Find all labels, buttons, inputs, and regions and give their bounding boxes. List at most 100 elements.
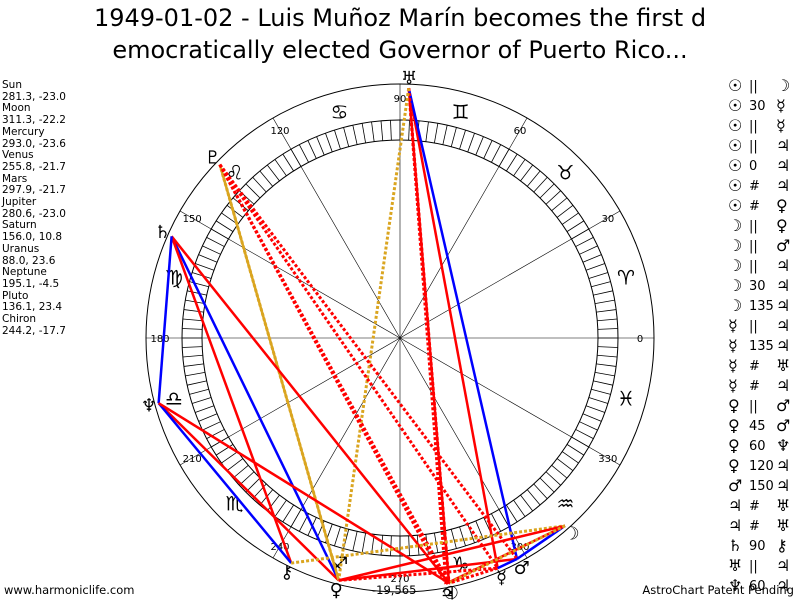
degree-tick xyxy=(591,281,611,288)
aspect-planet-1: ♀ xyxy=(728,436,740,455)
degree-tick xyxy=(575,429,594,440)
planet-coords: 311.3, -22.2 xyxy=(2,114,66,127)
aspect-row: ☉ 30 ☿ xyxy=(724,96,800,115)
aspect-row: ☉ 0 ♃ xyxy=(724,156,800,175)
moon-icon: ☽ xyxy=(564,523,580,544)
angle-spoke xyxy=(399,337,528,559)
degree-tick xyxy=(226,204,244,218)
degree-tick xyxy=(520,494,534,512)
aspect-planet-2: ♃ xyxy=(776,276,791,295)
degree-tick xyxy=(334,526,341,547)
degree-tick xyxy=(202,421,221,431)
degree-tick xyxy=(316,136,325,156)
chiron-icon: ⚷ xyxy=(280,562,293,583)
degree-tick xyxy=(561,212,579,225)
aspect-line xyxy=(338,524,566,582)
aspect-row: ♀ 120 ♃ xyxy=(724,456,800,475)
aspect-planet-2: ♃ xyxy=(776,296,791,315)
degree-tick xyxy=(539,183,555,199)
degree-tick xyxy=(182,346,203,348)
angle-label-90: 90 xyxy=(394,94,407,105)
degree-tick xyxy=(343,127,350,147)
angle-label-120: 120 xyxy=(270,126,289,137)
degree-tick xyxy=(566,220,585,232)
degree-tick xyxy=(588,272,609,279)
aspect-planet-1: ☽ xyxy=(728,276,743,295)
degree-tick xyxy=(226,458,244,472)
planet-name: Mercury xyxy=(2,125,45,138)
angle-spoke xyxy=(399,337,621,466)
aspect-type: 135 xyxy=(749,339,774,354)
degree-tick xyxy=(187,380,207,386)
planet-glyphs: ☉ ☽ ☿ ♀ ♂ ♃ ♄ ♅ ♆ ♇ ⚷ xyxy=(141,68,580,600)
mars-icon: ♂ xyxy=(514,558,530,579)
planet-coords: 136.1, 23.4 xyxy=(2,301,63,314)
aspect-type: || xyxy=(749,559,758,574)
degree-tick xyxy=(298,144,309,163)
aspect-row: ♂ 150 ♃ xyxy=(724,476,800,495)
aspect-planet-1: ♃ xyxy=(728,496,743,515)
degree-tick xyxy=(596,309,617,313)
degree-tick xyxy=(189,281,209,288)
aspect-planet-1: ♀ xyxy=(728,456,740,475)
aspect-line xyxy=(497,557,518,570)
planet-coords: 293.0, -23.6 xyxy=(2,137,66,150)
aspect-planet-1: ☉ xyxy=(728,156,743,175)
aspect-planet-2: ☿ xyxy=(776,116,786,135)
degree-tick xyxy=(506,504,518,523)
aspect-row: ☉ || ♃ xyxy=(724,136,800,155)
aspect-type: 0 xyxy=(749,159,758,174)
aspect-row: ☽ || ♂ xyxy=(724,236,800,255)
degree-tick xyxy=(191,397,212,404)
aspect-planet-2: ☿ xyxy=(776,96,786,115)
cancer-icon: ♋ xyxy=(330,100,348,124)
degree-tick xyxy=(206,429,225,440)
aspect-planet-1: ☿ xyxy=(728,316,738,335)
aspect-type: || xyxy=(749,239,758,254)
planet-name: Venus xyxy=(2,149,34,162)
aspect-row: ♀ || ♂ xyxy=(724,396,800,415)
aspect-planet-1: ☉ xyxy=(728,116,743,135)
aspect-planet-2: ♃ xyxy=(776,316,791,335)
mercury-icon: ☿ xyxy=(496,567,507,588)
degree-tick xyxy=(579,421,598,431)
aspect-type: || xyxy=(749,139,758,154)
planet-coords: 156.0, 10.8 xyxy=(2,231,63,244)
planet-name: Chiron xyxy=(2,313,37,326)
planet-coords: 280.6, -23.0 xyxy=(2,207,66,220)
degree-tick xyxy=(183,309,204,313)
chart-title-line-1: 1949-01-02 - Luis Muñoz Marín becomes th… xyxy=(93,4,707,32)
aspect-planet-2: ⚷ xyxy=(776,536,788,555)
degree-tick xyxy=(579,245,598,255)
degree-tick xyxy=(425,121,429,142)
aspect-planet-2: ♅ xyxy=(776,516,791,535)
aspect-planet-2: ♂ xyxy=(776,236,791,255)
aspect-type: || xyxy=(749,79,758,94)
aspect-line xyxy=(448,566,499,585)
degree-tick xyxy=(582,254,602,263)
aspect-row: ☽ 30 ♃ xyxy=(724,276,800,295)
aspect-planet-2: ♂ xyxy=(776,396,791,415)
aspect-planet-1: ☿ xyxy=(728,336,738,355)
pisces-icon: ♓ xyxy=(617,387,635,411)
aspect-planet-1: ♃ xyxy=(728,516,743,535)
angle-label-210: 210 xyxy=(183,454,202,465)
aquarius-icon: ♒ xyxy=(556,491,574,515)
saturn-icon: ♄ xyxy=(154,222,170,243)
aspect-line xyxy=(170,235,293,564)
aspect-planet-2: ♃ xyxy=(776,156,791,175)
degree-tick xyxy=(526,489,541,506)
planet-name: Neptune xyxy=(2,266,47,279)
aspect-line xyxy=(516,524,566,560)
aspect-planet-2: ♃ xyxy=(776,376,791,395)
aspect-planet-2: ♃ xyxy=(776,136,791,155)
aspect-type: 45 xyxy=(749,419,766,434)
planet-name: Jupiter xyxy=(2,196,37,209)
aspect-row: ☽ || ♃ xyxy=(724,256,800,275)
aspect-planet-1: ♂ xyxy=(728,476,743,495)
degree-tick xyxy=(259,170,274,187)
degree-tick xyxy=(459,129,466,150)
aspect-planet-2: ♂ xyxy=(776,416,791,435)
angle-labels: 0 30 60 90 120 150 180 210 240 270 300 3… xyxy=(150,94,643,585)
